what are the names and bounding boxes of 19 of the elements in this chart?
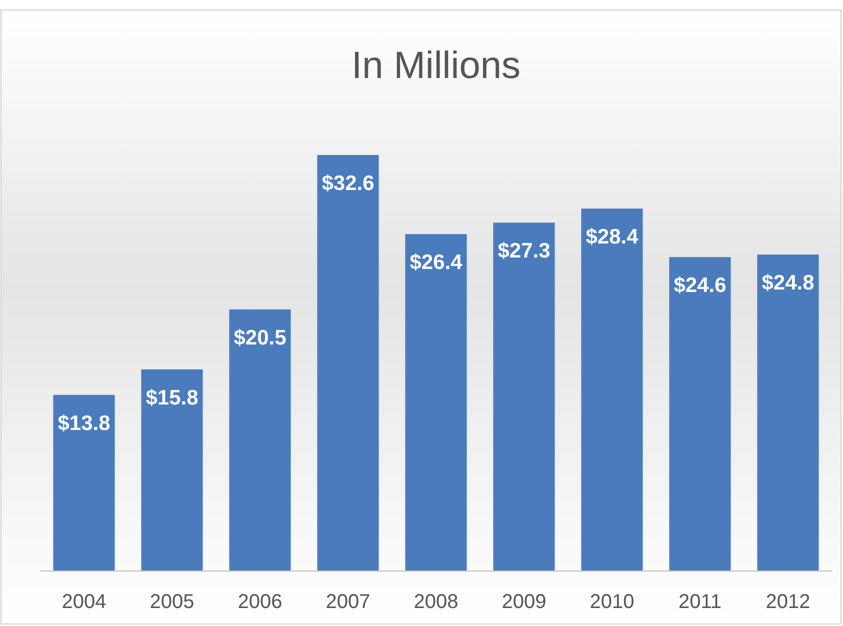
x-tick-label: 2005 <box>150 591 194 613</box>
data-label: $20.5 <box>234 326 287 350</box>
x-tick-label: 2012 <box>766 591 810 613</box>
x-tick-label: 2006 <box>238 591 282 613</box>
data-label: $24.6 <box>674 274 726 298</box>
x-tick-label: 2004 <box>62 591 106 613</box>
x-tick-label: 2011 <box>678 591 722 613</box>
data-label: $13.8 <box>58 412 111 435</box>
data-label: $32.6 <box>322 172 374 195</box>
data-label: $24.8 <box>762 272 815 295</box>
x-tick-label: 2007 <box>326 591 370 613</box>
data-label: $15.8 <box>146 386 199 410</box>
data-label: $27.3 <box>498 240 550 263</box>
chart-title: In Millions <box>352 45 520 87</box>
data-label: $28.4 <box>586 226 639 249</box>
x-tick-label: 2009 <box>502 591 546 613</box>
data-label: $26.4 <box>410 251 463 274</box>
x-tick-label: 2008 <box>414 591 458 613</box>
x-tick-label: 2010 <box>590 591 634 613</box>
